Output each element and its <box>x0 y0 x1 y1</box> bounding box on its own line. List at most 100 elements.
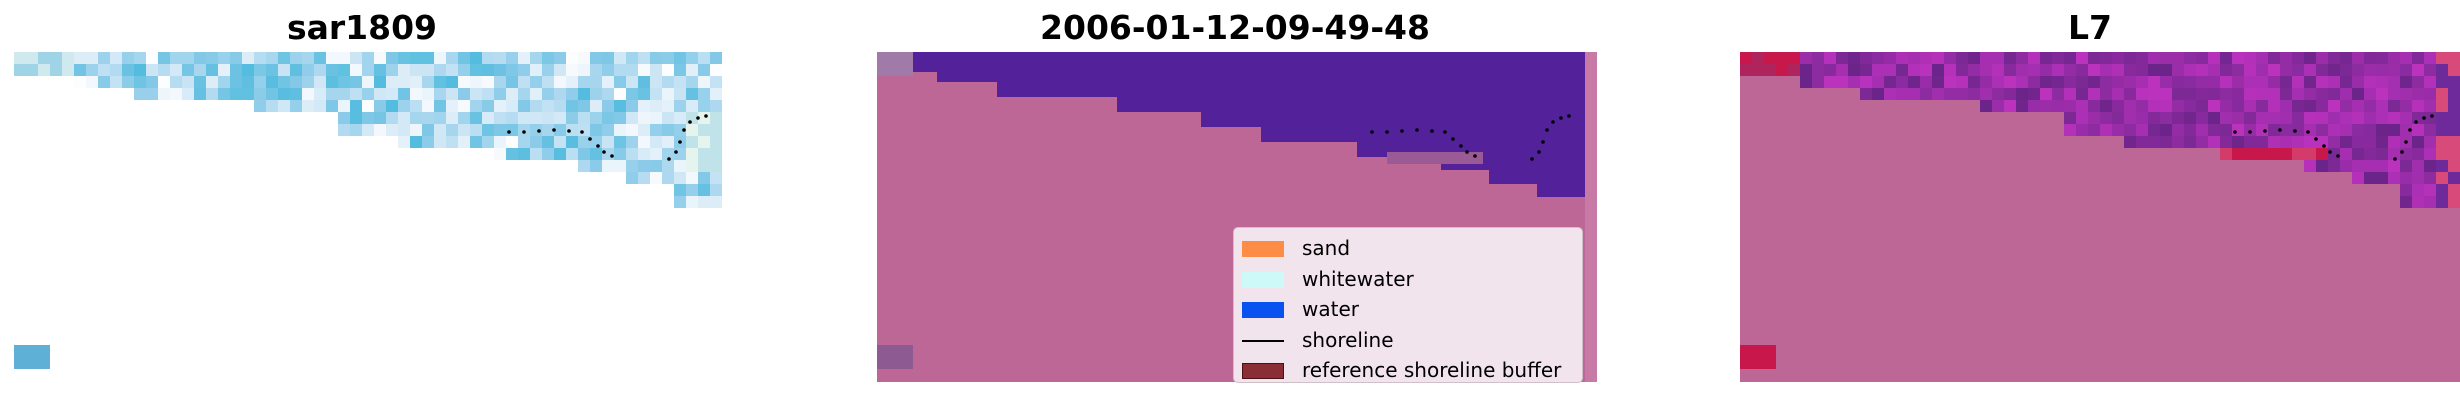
water-pixel <box>50 64 62 76</box>
water-pixel <box>542 52 554 64</box>
water-pixel <box>362 76 374 88</box>
water-pixel <box>110 64 122 76</box>
water-pixel <box>242 64 254 76</box>
ndwi-pixel <box>2376 52 2388 64</box>
ndwi-image <box>1740 52 2460 382</box>
ndwi-pixel <box>1884 52 1896 64</box>
water-pixel <box>434 88 446 100</box>
ndwi-pixel <box>2184 124 2196 136</box>
shoreline-point <box>2430 114 2434 118</box>
water-pixel <box>218 52 230 64</box>
ndwi-pixel <box>2412 148 2424 160</box>
water-pixel <box>506 88 518 100</box>
ndwi-pixel <box>1968 76 1980 88</box>
water-pixel <box>38 64 50 76</box>
ndwi-pixel <box>1980 52 1992 64</box>
water-pixel <box>290 52 302 64</box>
ndwi-pixel <box>2232 100 2244 112</box>
ndwi-pixel <box>2052 52 2064 64</box>
water-pixel <box>482 64 494 76</box>
ndwi-pixel <box>2352 124 2364 136</box>
water-pixel <box>350 64 362 76</box>
ndwi-pixel <box>2340 136 2352 148</box>
ndwi-pixel <box>1752 64 1764 76</box>
water-pixel <box>290 76 302 88</box>
water-pixel <box>218 88 230 100</box>
ndwi-pixel <box>2088 76 2100 88</box>
ndwi-pixel <box>2424 148 2436 160</box>
water-pixel <box>626 76 638 88</box>
ndwi-pixel <box>2364 100 2376 112</box>
ndwi-pixel <box>2352 52 2364 64</box>
shoreline-line-sample <box>1242 339 1284 342</box>
water-pixel <box>350 112 362 124</box>
water-pixel <box>662 64 674 76</box>
water-pixel <box>1141 52 1153 112</box>
water-pixel <box>290 100 302 112</box>
ndwi-pixel <box>2124 112 2136 124</box>
ndwi-pixel <box>1980 76 1992 88</box>
water-pixel <box>1129 52 1141 112</box>
water-pixel <box>266 64 278 76</box>
ndwi-pixel <box>1788 64 1800 76</box>
water-pixel <box>662 88 674 100</box>
shoreline-point <box>2404 140 2408 144</box>
ndwi-pixel <box>2100 100 2112 112</box>
ndwi-pixel <box>2232 76 2244 88</box>
water-pixel <box>602 100 614 112</box>
ndwi-pixel <box>2436 148 2448 160</box>
water-pixel <box>518 52 530 64</box>
ndwi-pixel <box>2004 64 2016 76</box>
water-pixel <box>470 124 482 136</box>
legend-label: reference shoreline buffer <box>1302 358 1562 382</box>
ndwi-pixel <box>2112 64 2124 76</box>
ndwi-pixel <box>2412 136 2424 148</box>
water-pixel <box>374 88 386 100</box>
ndwi-pixel <box>2340 112 2352 124</box>
ndwi-pixel <box>2004 76 2016 88</box>
water-pixel <box>710 148 722 160</box>
ndwi-pixel <box>2424 184 2436 196</box>
ndwi-pixel <box>2196 100 2208 112</box>
water-pixel <box>698 184 710 196</box>
water-pixel <box>614 124 626 136</box>
water-pixel <box>650 148 662 160</box>
ndwi-pixel <box>2340 124 2352 136</box>
water-pixel <box>638 112 650 124</box>
ndwi-pixel <box>2172 76 2184 88</box>
ndwi-pixel <box>2424 196 2436 208</box>
water-pixel <box>578 136 590 148</box>
ndwi-pixel <box>2412 64 2424 76</box>
water-pixel <box>374 76 386 88</box>
water-pixel <box>194 76 206 88</box>
water-pixel <box>1153 52 1165 112</box>
water-pixel <box>386 76 398 88</box>
water-pixel <box>566 100 578 112</box>
ndwi-pixel <box>2076 76 2088 88</box>
ndwi-pixel <box>1992 100 2004 112</box>
water-pixel <box>698 172 710 184</box>
ndwi-pixel <box>2364 88 2376 100</box>
ndwi-pixel <box>2148 112 2160 124</box>
ndwi-pixel <box>2412 160 2424 172</box>
ndwi-pixel <box>2148 52 2160 64</box>
ndwi-pixel <box>1740 64 1752 76</box>
water-pixel <box>518 100 530 112</box>
shoreline-point <box>522 130 526 134</box>
legend: sand whitewater water shoreline referenc… <box>1233 227 1583 383</box>
ndwi-pixel <box>2400 148 2412 160</box>
water-pixel <box>650 112 662 124</box>
water-pixel <box>326 52 338 64</box>
water-pixel <box>398 136 410 148</box>
water-pixel <box>530 64 542 76</box>
water-pixel <box>710 52 722 64</box>
water-pixel <box>158 76 170 88</box>
buffer-pixel <box>2220 148 2232 160</box>
ndwi-pixel <box>2280 76 2292 88</box>
water-pixel <box>674 100 686 112</box>
water-pixel <box>506 52 518 64</box>
water-pixel <box>638 52 650 64</box>
legend-label: water <box>1302 297 1359 321</box>
ndwi-pixel <box>2112 88 2124 100</box>
water-pixel <box>674 88 686 100</box>
